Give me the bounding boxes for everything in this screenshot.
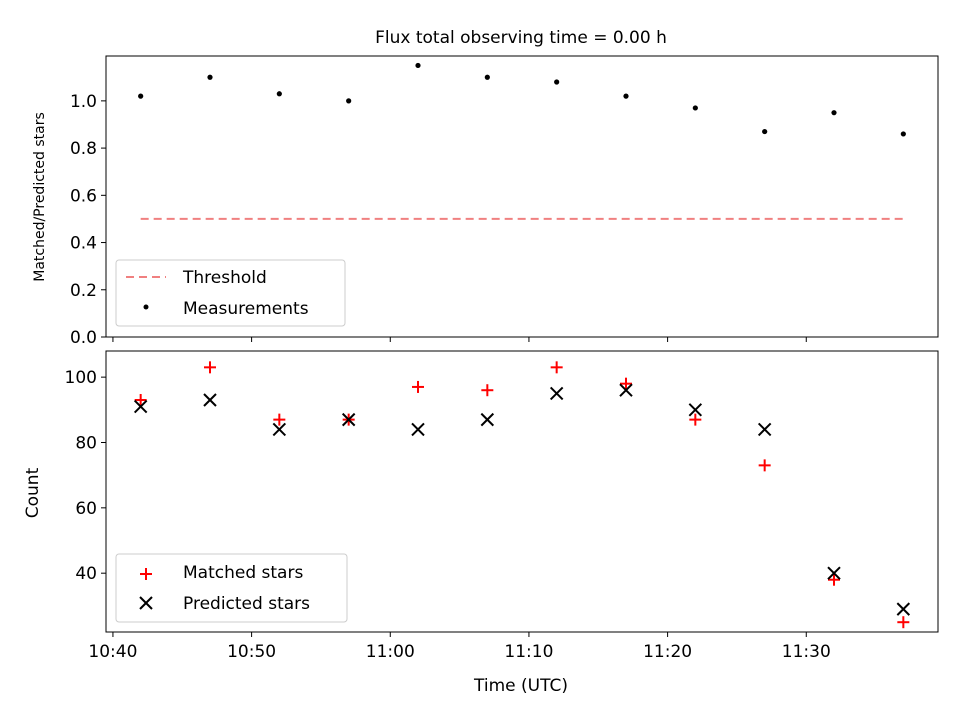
y-axis-label-ratio: Matched/Predicted stars <box>32 112 48 282</box>
predicted-star-marker <box>341 412 356 427</box>
x-tick-label: 11:00 <box>366 642 415 662</box>
matched-star-marker <box>828 573 840 586</box>
measurement-point <box>276 91 282 97</box>
predicted-star-marker <box>272 422 287 437</box>
y-tick-label: 0.2 <box>70 281 97 301</box>
legend-predicted-swatch <box>139 596 153 610</box>
predicted-star-marker <box>827 566 841 580</box>
measurement-point <box>900 131 906 137</box>
matched-star-marker <box>897 616 910 629</box>
x-tick-label: 10:40 <box>88 642 137 662</box>
chart-title: Flux total observing time = 0.00 h <box>375 28 667 48</box>
predicted-star-marker <box>619 383 633 397</box>
x-tick-label: 11:20 <box>643 642 692 662</box>
predicted-star-marker <box>757 422 772 437</box>
matched-star-marker <box>620 377 632 390</box>
measurement-point <box>346 98 352 104</box>
measurement-point <box>692 105 698 111</box>
matched-star-marker <box>758 459 771 472</box>
measurement-point <box>484 74 490 80</box>
x-axis-label: Time (UTC) <box>473 676 568 696</box>
predicted-star-marker <box>133 399 148 414</box>
x-ticks-count: 10:40 10:50 11:00 11:10 11:20 11:30 <box>88 632 831 662</box>
x-tick-label: 11:30 <box>782 642 831 662</box>
count-plot-area <box>133 361 911 629</box>
predicted-star-marker <box>896 602 911 616</box>
legend-threshold-label: Threshold <box>182 268 267 288</box>
predicted-star-marker <box>411 422 425 437</box>
y-ticks-count: 40 60 80 100 <box>65 368 106 584</box>
count-panel: Count Time (UTC) 40 60 80 100 10:40 10:50 11:… <box>23 350 939 696</box>
measurement-point <box>554 79 560 85</box>
predicted-star-marker <box>549 386 564 401</box>
legend-matched-swatch <box>140 568 152 580</box>
y-tick-label: 0.8 <box>70 139 97 159</box>
legend-box <box>115 553 348 623</box>
matched-star-marker <box>134 394 147 407</box>
measurement-point <box>207 74 213 80</box>
y-ticks-ratio: 0.0 0.2 0.4 0.6 0.8 1.0 <box>70 92 106 348</box>
matched-star-marker <box>273 413 286 426</box>
y-axis-label-count: Count <box>23 467 43 518</box>
predicted-star-marker <box>480 412 495 427</box>
matched-star-marker <box>204 361 216 374</box>
legend-predicted-label: Predicted stars <box>183 594 310 614</box>
y-tick-label: 0.4 <box>70 234 97 254</box>
legend-measurements-label: Measurements <box>183 299 309 319</box>
matched-star-marker <box>689 413 702 426</box>
y-tick-label: 100 <box>65 368 97 388</box>
y-tick-label: 0.0 <box>70 328 97 348</box>
ratio-panel: Flux total observing time = 0.00 h Match… <box>32 28 939 348</box>
x-tick-label: 11:10 <box>504 642 553 662</box>
measurement-point <box>415 62 421 69</box>
x-ticks-ratio <box>112 337 807 342</box>
ratio-legend: Threshold Measurements <box>115 259 346 327</box>
legend-measurements-swatch <box>143 304 149 310</box>
matched-star-marker <box>412 380 424 393</box>
y-tick-label: 80 <box>75 433 97 453</box>
measurement-point <box>623 93 629 99</box>
count-axes-frame <box>105 350 939 633</box>
matched-star-marker <box>550 361 563 374</box>
predicted-star-marker <box>203 393 217 407</box>
legend-matched-label: Matched stars <box>183 563 303 583</box>
matched-star-marker <box>481 384 494 397</box>
measurement-point <box>762 128 768 135</box>
measurement-point <box>831 110 837 116</box>
y-tick-label: 1.0 <box>70 92 97 112</box>
y-tick-label: 60 <box>75 499 97 519</box>
x-tick-label: 10:50 <box>227 642 276 662</box>
count-legend: Matched stars Predicted stars <box>115 553 348 623</box>
ratio-plot-area <box>138 62 906 220</box>
measurement-point <box>138 93 144 99</box>
predicted-star-marker <box>688 403 703 417</box>
legend-box <box>115 259 346 327</box>
ratio-axes-frame <box>105 55 939 338</box>
y-tick-label: 40 <box>75 564 97 584</box>
y-tick-label: 0.6 <box>70 186 97 206</box>
